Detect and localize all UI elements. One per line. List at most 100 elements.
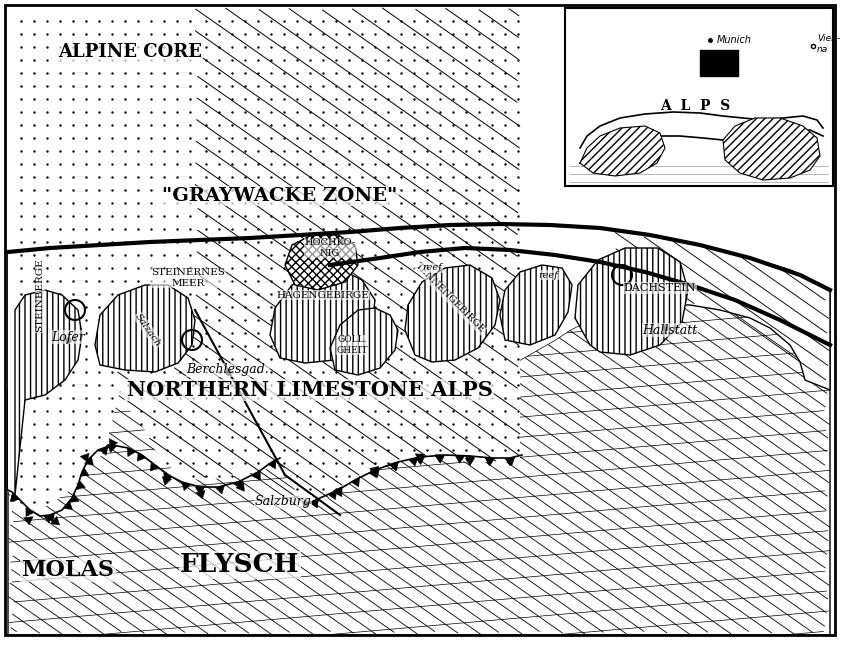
Point bbox=[498, 393, 511, 403]
Point bbox=[381, 419, 394, 429]
Point bbox=[157, 263, 171, 273]
Point bbox=[238, 29, 251, 39]
Point bbox=[14, 120, 28, 130]
Point bbox=[199, 42, 213, 52]
Point bbox=[14, 224, 28, 234]
Point bbox=[473, 120, 486, 130]
Point bbox=[199, 289, 213, 299]
Point bbox=[278, 133, 291, 143]
Point bbox=[105, 16, 119, 26]
Point bbox=[381, 458, 394, 468]
Point bbox=[304, 250, 317, 260]
Point bbox=[27, 224, 40, 234]
Point bbox=[420, 146, 434, 156]
Point bbox=[264, 237, 278, 247]
Point bbox=[131, 250, 145, 260]
Point bbox=[79, 432, 93, 442]
Point bbox=[53, 133, 66, 143]
Point bbox=[381, 29, 394, 39]
Point bbox=[381, 380, 394, 390]
Point bbox=[40, 211, 54, 221]
Point bbox=[121, 380, 135, 390]
Point bbox=[485, 263, 499, 273]
Polygon shape bbox=[8, 8, 195, 510]
Point bbox=[355, 42, 368, 52]
Point bbox=[511, 107, 525, 117]
Point bbox=[212, 16, 225, 26]
Point bbox=[183, 302, 197, 312]
Point bbox=[119, 42, 132, 52]
Point bbox=[381, 16, 394, 26]
Point bbox=[420, 68, 434, 78]
Point bbox=[290, 302, 304, 312]
Point bbox=[93, 406, 106, 416]
Point bbox=[420, 419, 434, 429]
Point bbox=[330, 237, 343, 247]
Text: ALPINE CORE: ALPINE CORE bbox=[58, 43, 202, 61]
Point bbox=[290, 367, 304, 377]
Point bbox=[225, 354, 239, 364]
Point bbox=[433, 354, 447, 364]
Point bbox=[304, 315, 317, 325]
Point bbox=[66, 133, 80, 143]
Point bbox=[381, 302, 394, 312]
Point bbox=[119, 263, 132, 273]
Point bbox=[485, 198, 499, 208]
Point bbox=[225, 146, 239, 156]
Point bbox=[53, 211, 66, 221]
Polygon shape bbox=[389, 462, 399, 471]
Point bbox=[199, 159, 213, 169]
Point bbox=[368, 159, 382, 169]
Point bbox=[27, 263, 40, 273]
Point bbox=[342, 133, 356, 143]
Point bbox=[199, 211, 213, 221]
Point bbox=[420, 302, 434, 312]
Point bbox=[316, 341, 330, 351]
Point bbox=[316, 185, 330, 195]
Point bbox=[225, 445, 239, 455]
Point bbox=[66, 393, 80, 403]
Point bbox=[225, 471, 239, 481]
Point bbox=[278, 68, 291, 78]
Point bbox=[131, 81, 145, 91]
Point bbox=[199, 120, 213, 130]
Text: TENNENGEBIRGE: TENNENGEBIRGE bbox=[413, 261, 487, 334]
Point bbox=[186, 445, 199, 455]
Point bbox=[381, 328, 394, 338]
Point bbox=[394, 315, 408, 325]
Point bbox=[316, 250, 330, 260]
Point bbox=[145, 263, 158, 273]
Point bbox=[121, 393, 135, 403]
Point bbox=[212, 328, 225, 338]
Point bbox=[330, 289, 343, 299]
Point bbox=[330, 159, 343, 169]
Point bbox=[485, 159, 499, 169]
Point bbox=[147, 406, 161, 416]
Point bbox=[161, 432, 174, 442]
Point bbox=[238, 458, 251, 468]
Point bbox=[459, 432, 473, 442]
Point bbox=[53, 315, 66, 325]
Point bbox=[251, 341, 265, 351]
Point bbox=[14, 471, 28, 481]
Polygon shape bbox=[10, 492, 19, 501]
Point bbox=[40, 354, 54, 364]
Point bbox=[40, 302, 54, 312]
Point bbox=[473, 159, 486, 169]
Point bbox=[251, 380, 265, 390]
Point bbox=[66, 94, 80, 104]
Point bbox=[145, 120, 158, 130]
Point bbox=[485, 432, 499, 442]
Point bbox=[459, 237, 473, 247]
Point bbox=[368, 42, 382, 52]
Point bbox=[264, 276, 278, 286]
Point bbox=[157, 94, 171, 104]
Point bbox=[238, 68, 251, 78]
Point bbox=[355, 159, 368, 169]
Point bbox=[79, 55, 93, 65]
Point bbox=[93, 445, 106, 455]
Point bbox=[66, 224, 80, 234]
Point bbox=[131, 276, 145, 286]
Polygon shape bbox=[8, 225, 830, 490]
Point bbox=[290, 393, 304, 403]
